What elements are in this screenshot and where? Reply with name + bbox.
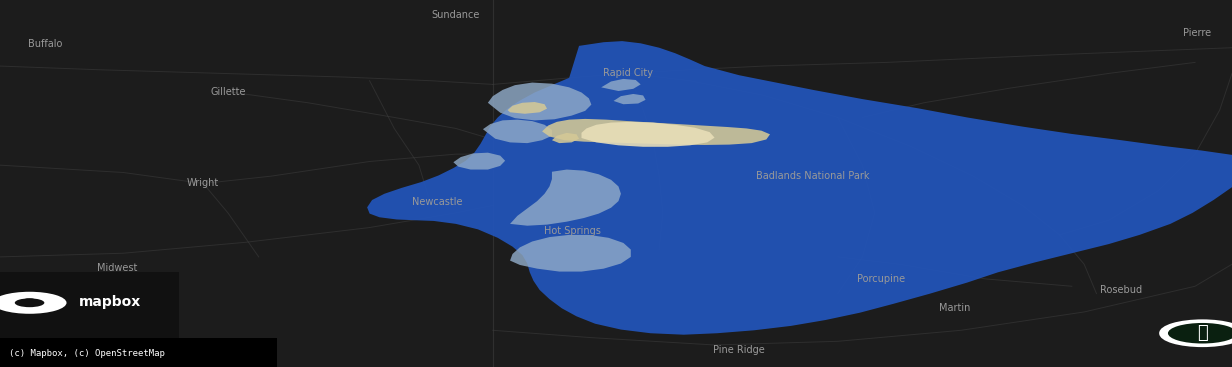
Text: Pierre: Pierre	[1184, 28, 1211, 38]
Text: Midwest: Midwest	[97, 263, 137, 273]
Polygon shape	[453, 153, 505, 170]
Circle shape	[23, 298, 36, 302]
Text: Martin: Martin	[939, 303, 971, 313]
Polygon shape	[542, 119, 770, 145]
Polygon shape	[483, 120, 552, 143]
FancyBboxPatch shape	[0, 272, 179, 367]
Polygon shape	[614, 94, 646, 104]
Circle shape	[1168, 323, 1232, 344]
Text: Rosebud: Rosebud	[1100, 285, 1142, 295]
Text: (c) Mapbox, (c) OpenStreetMap: (c) Mapbox, (c) OpenStreetMap	[9, 349, 165, 357]
Polygon shape	[367, 41, 1232, 335]
Polygon shape	[508, 102, 547, 114]
Polygon shape	[552, 133, 579, 143]
Text: 𝒮: 𝒮	[1198, 324, 1207, 342]
Text: Wright: Wright	[187, 178, 219, 189]
Text: Porcupine: Porcupine	[856, 274, 906, 284]
Polygon shape	[582, 122, 715, 147]
Circle shape	[0, 292, 67, 314]
Text: Rapid City: Rapid City	[604, 68, 653, 79]
Circle shape	[1161, 321, 1232, 346]
Polygon shape	[510, 235, 631, 272]
Text: Sundance: Sundance	[431, 10, 480, 20]
Text: Hot Springs: Hot Springs	[545, 226, 601, 236]
Text: Pine Ridge: Pine Ridge	[713, 345, 765, 356]
Text: Newcastle: Newcastle	[413, 197, 462, 207]
Polygon shape	[488, 83, 591, 120]
Polygon shape	[601, 79, 641, 91]
Circle shape	[15, 298, 44, 307]
Polygon shape	[510, 170, 621, 226]
Text: mapbox: mapbox	[79, 295, 142, 309]
FancyBboxPatch shape	[0, 338, 277, 367]
Text: Gillette: Gillette	[211, 87, 245, 97]
Text: Buffalo: Buffalo	[28, 39, 63, 49]
Text: Badlands National Park: Badlands National Park	[756, 171, 870, 181]
